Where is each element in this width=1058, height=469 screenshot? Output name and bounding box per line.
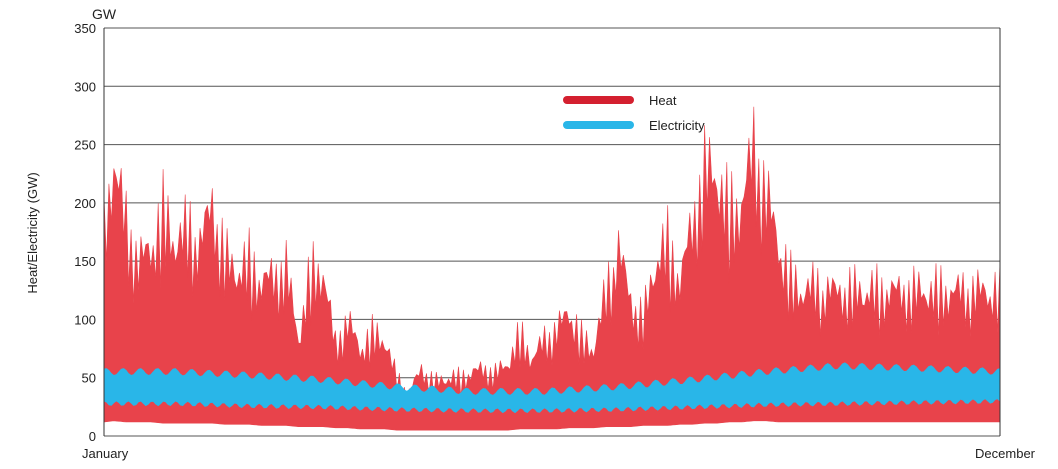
legend-label-electricity: Electricity xyxy=(649,118,705,133)
legend: Heat Electricity xyxy=(563,93,705,133)
y-tick-label: 250 xyxy=(74,138,96,153)
y-tick-label: 200 xyxy=(74,196,96,211)
y-tick-label: 150 xyxy=(74,254,96,269)
y-tick-label: 300 xyxy=(74,79,96,94)
y-tick-label: 350 xyxy=(74,21,96,36)
y-unit-label: GW xyxy=(92,6,117,22)
y-tick-label: 0 xyxy=(89,429,96,444)
legend-label-heat: Heat xyxy=(649,93,677,108)
y-axis-title: Heat/Electricity (GW) xyxy=(25,172,40,293)
y-tick-label: 50 xyxy=(82,371,96,386)
y-tick-label: 100 xyxy=(74,312,96,327)
axes: 0 50 100 150 200 250 300 350 January December xyxy=(74,21,1035,461)
x-tick-label-end: December xyxy=(975,446,1036,461)
x-tick-label-start: January xyxy=(82,446,129,461)
